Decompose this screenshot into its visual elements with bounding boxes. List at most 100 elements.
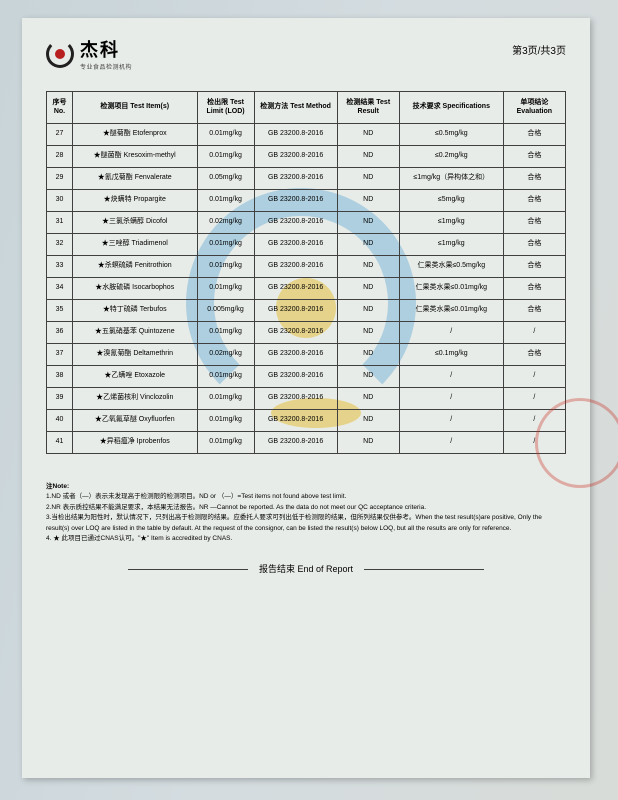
logo-text-cn: 杰科 bbox=[80, 36, 132, 62]
cell-method: GB 23200.8-2016 bbox=[254, 366, 337, 388]
cell-spec: / bbox=[399, 410, 503, 432]
cell-no: 37 bbox=[47, 344, 73, 366]
note-line: 2.NR 表示质控结果不能满足要求，本结果无法报告。NR —Cannot be … bbox=[46, 503, 566, 513]
cell-spec: 仁果类水果≤0.01mg/kg bbox=[399, 278, 503, 300]
table-row: 29★氰戊菊酯 Fenvalerate0.05mg/kgGB 23200.8-2… bbox=[47, 168, 566, 190]
cell-spec: / bbox=[399, 366, 503, 388]
cell-eval: 合格 bbox=[503, 278, 565, 300]
cell-no: 35 bbox=[47, 300, 73, 322]
cell-spec: ≤5mg/kg bbox=[399, 190, 503, 212]
cell-method: GB 23200.8-2016 bbox=[254, 168, 337, 190]
cell-spec: ≤1mg/kg bbox=[399, 234, 503, 256]
cell-spec: / bbox=[399, 388, 503, 410]
cell-no: 33 bbox=[47, 256, 73, 278]
cell-result: ND bbox=[337, 212, 399, 234]
cell-eval: 合格 bbox=[503, 256, 565, 278]
cell-no: 29 bbox=[47, 168, 73, 190]
company-stamp bbox=[535, 398, 618, 488]
th-spec: 技术要求 Specifications bbox=[399, 92, 503, 124]
cell-result: ND bbox=[337, 410, 399, 432]
cell-lod: 0.01mg/kg bbox=[197, 124, 254, 146]
cell-result: ND bbox=[337, 388, 399, 410]
table-row: 33★杀螟硫磷 Fenitrothion0.01mg/kgGB 23200.8-… bbox=[47, 256, 566, 278]
cell-spec: ≤0.1mg/kg bbox=[399, 344, 503, 366]
cell-method: GB 23200.8-2016 bbox=[254, 234, 337, 256]
cell-lod: 0.01mg/kg bbox=[197, 410, 254, 432]
page-indicator: 第3页/共3页 bbox=[512, 42, 566, 57]
cell-method: GB 23200.8-2016 bbox=[254, 300, 337, 322]
cell-eval: 合格 bbox=[503, 234, 565, 256]
cell-method: GB 23200.8-2016 bbox=[254, 388, 337, 410]
cell-spec: ≤1mg/kg bbox=[399, 212, 503, 234]
cell-method: GB 23200.8-2016 bbox=[254, 322, 337, 344]
cell-item: ★水胺硫磷 Isocarbophos bbox=[72, 278, 197, 300]
cell-method: GB 23200.8-2016 bbox=[254, 146, 337, 168]
cell-item: ★乙螨唑 Etoxazole bbox=[72, 366, 197, 388]
cell-eval: 合格 bbox=[503, 168, 565, 190]
cell-no: 40 bbox=[47, 410, 73, 432]
cell-method: GB 23200.8-2016 bbox=[254, 410, 337, 432]
note-line: 3.当检出结果为阳性时，默认情况下，只列出高于检测限的结果。应委托人要求可列出低… bbox=[46, 513, 566, 534]
document-page: 杰科 专业食品检测机构 第3页/共3页 序号 No. 检测项目 Test Ite… bbox=[22, 18, 590, 778]
notes-section: 注Note: 1.ND 或者（—）表示未发现高于检测限的检测项目。ND or （… bbox=[46, 482, 566, 544]
th-no: 序号 No. bbox=[47, 92, 73, 124]
cell-spec: 仁果类水果≤0.5mg/kg bbox=[399, 256, 503, 278]
cell-eval: / bbox=[503, 366, 565, 388]
logo-text-sub: 专业食品检测机构 bbox=[80, 62, 132, 71]
table-row: 32★三唑醇 Triadimenol0.01mg/kgGB 23200.8-20… bbox=[47, 234, 566, 256]
cell-spec: 仁果类水果≤0.01mg/kg bbox=[399, 300, 503, 322]
th-eval: 单项结论 Evaluation bbox=[503, 92, 565, 124]
cell-item: ★杀螟硫磷 Fenitrothion bbox=[72, 256, 197, 278]
cell-result: ND bbox=[337, 256, 399, 278]
cell-result: ND bbox=[337, 168, 399, 190]
cell-no: 27 bbox=[47, 124, 73, 146]
cell-method: GB 23200.8-2016 bbox=[254, 256, 337, 278]
cell-result: ND bbox=[337, 366, 399, 388]
cell-lod: 0.01mg/kg bbox=[197, 322, 254, 344]
table-row: 31★三氯杀螨醇 Dicofol0.02mg/kgGB 23200.8-2016… bbox=[47, 212, 566, 234]
cell-item: ★五氯硝基苯 Quintozene bbox=[72, 322, 197, 344]
table-row: 35★特丁硫磷 Terbufos0.005mg/kgGB 23200.8-201… bbox=[47, 300, 566, 322]
cell-item: ★醚菌酯 Kresoxim-methyl bbox=[72, 146, 197, 168]
cell-item: ★溴氰菊酯 Deltamethrin bbox=[72, 344, 197, 366]
table-row: 40★乙氧氟草醚 Oxyfluorfen0.01mg/kgGB 23200.8-… bbox=[47, 410, 566, 432]
th-result: 检测结果 Test Result bbox=[337, 92, 399, 124]
logo-icon bbox=[46, 40, 74, 68]
cell-method: GB 23200.8-2016 bbox=[254, 190, 337, 212]
cell-lod: 0.01mg/kg bbox=[197, 146, 254, 168]
table-row: 28★醚菌酯 Kresoxim-methyl0.01mg/kgGB 23200.… bbox=[47, 146, 566, 168]
th-lod: 检出限 Test Limit (LOD) bbox=[197, 92, 254, 124]
cell-item: ★特丁硫磷 Terbufos bbox=[72, 300, 197, 322]
table-row: 39★乙烯菌核利 Vinclozolin0.01mg/kgGB 23200.8-… bbox=[47, 388, 566, 410]
note-line: 4. ★ 此项目已通过CNAS认可。"★" Item is accredited… bbox=[46, 534, 566, 544]
cell-item: ★三氯杀螨醇 Dicofol bbox=[72, 212, 197, 234]
cell-method: GB 23200.8-2016 bbox=[254, 124, 337, 146]
cell-item: ★醚菊酯 Etofenprox bbox=[72, 124, 197, 146]
cell-item: ★三唑醇 Triadimenol bbox=[72, 234, 197, 256]
cell-item: ★乙氧氟草醚 Oxyfluorfen bbox=[72, 410, 197, 432]
cell-item: ★乙烯菌核利 Vinclozolin bbox=[72, 388, 197, 410]
cell-result: ND bbox=[337, 322, 399, 344]
table-row: 36★五氯硝基苯 Quintozene0.01mg/kgGB 23200.8-2… bbox=[47, 322, 566, 344]
cell-lod: 0.01mg/kg bbox=[197, 256, 254, 278]
header: 杰科 专业食品检测机构 第3页/共3页 bbox=[46, 36, 566, 71]
cell-lod: 0.02mg/kg bbox=[197, 344, 254, 366]
table-row: 30★炔螨特 Propargite0.01mg/kgGB 23200.8-201… bbox=[47, 190, 566, 212]
cell-result: ND bbox=[337, 432, 399, 454]
notes-title: 注Note: bbox=[46, 482, 566, 492]
cell-eval: 合格 bbox=[503, 212, 565, 234]
cell-no: 30 bbox=[47, 190, 73, 212]
cell-spec: / bbox=[399, 432, 503, 454]
cell-no: 39 bbox=[47, 388, 73, 410]
end-of-report: 报告结束 End of Report bbox=[46, 562, 566, 575]
cell-item: ★氰戊菊酯 Fenvalerate bbox=[72, 168, 197, 190]
table-row: 34★水胺硫磷 Isocarbophos0.01mg/kgGB 23200.8-… bbox=[47, 278, 566, 300]
cell-method: GB 23200.8-2016 bbox=[254, 278, 337, 300]
cell-result: ND bbox=[337, 146, 399, 168]
table-row: 37★溴氰菊酯 Deltamethrin0.02mg/kgGB 23200.8-… bbox=[47, 344, 566, 366]
th-method: 检测方法 Test Method bbox=[254, 92, 337, 124]
table-row: 38★乙螨唑 Etoxazole0.01mg/kgGB 23200.8-2016… bbox=[47, 366, 566, 388]
cell-eval: 合格 bbox=[503, 146, 565, 168]
cell-no: 28 bbox=[47, 146, 73, 168]
table-row: 27★醚菊酯 Etofenprox0.01mg/kgGB 23200.8-201… bbox=[47, 124, 566, 146]
